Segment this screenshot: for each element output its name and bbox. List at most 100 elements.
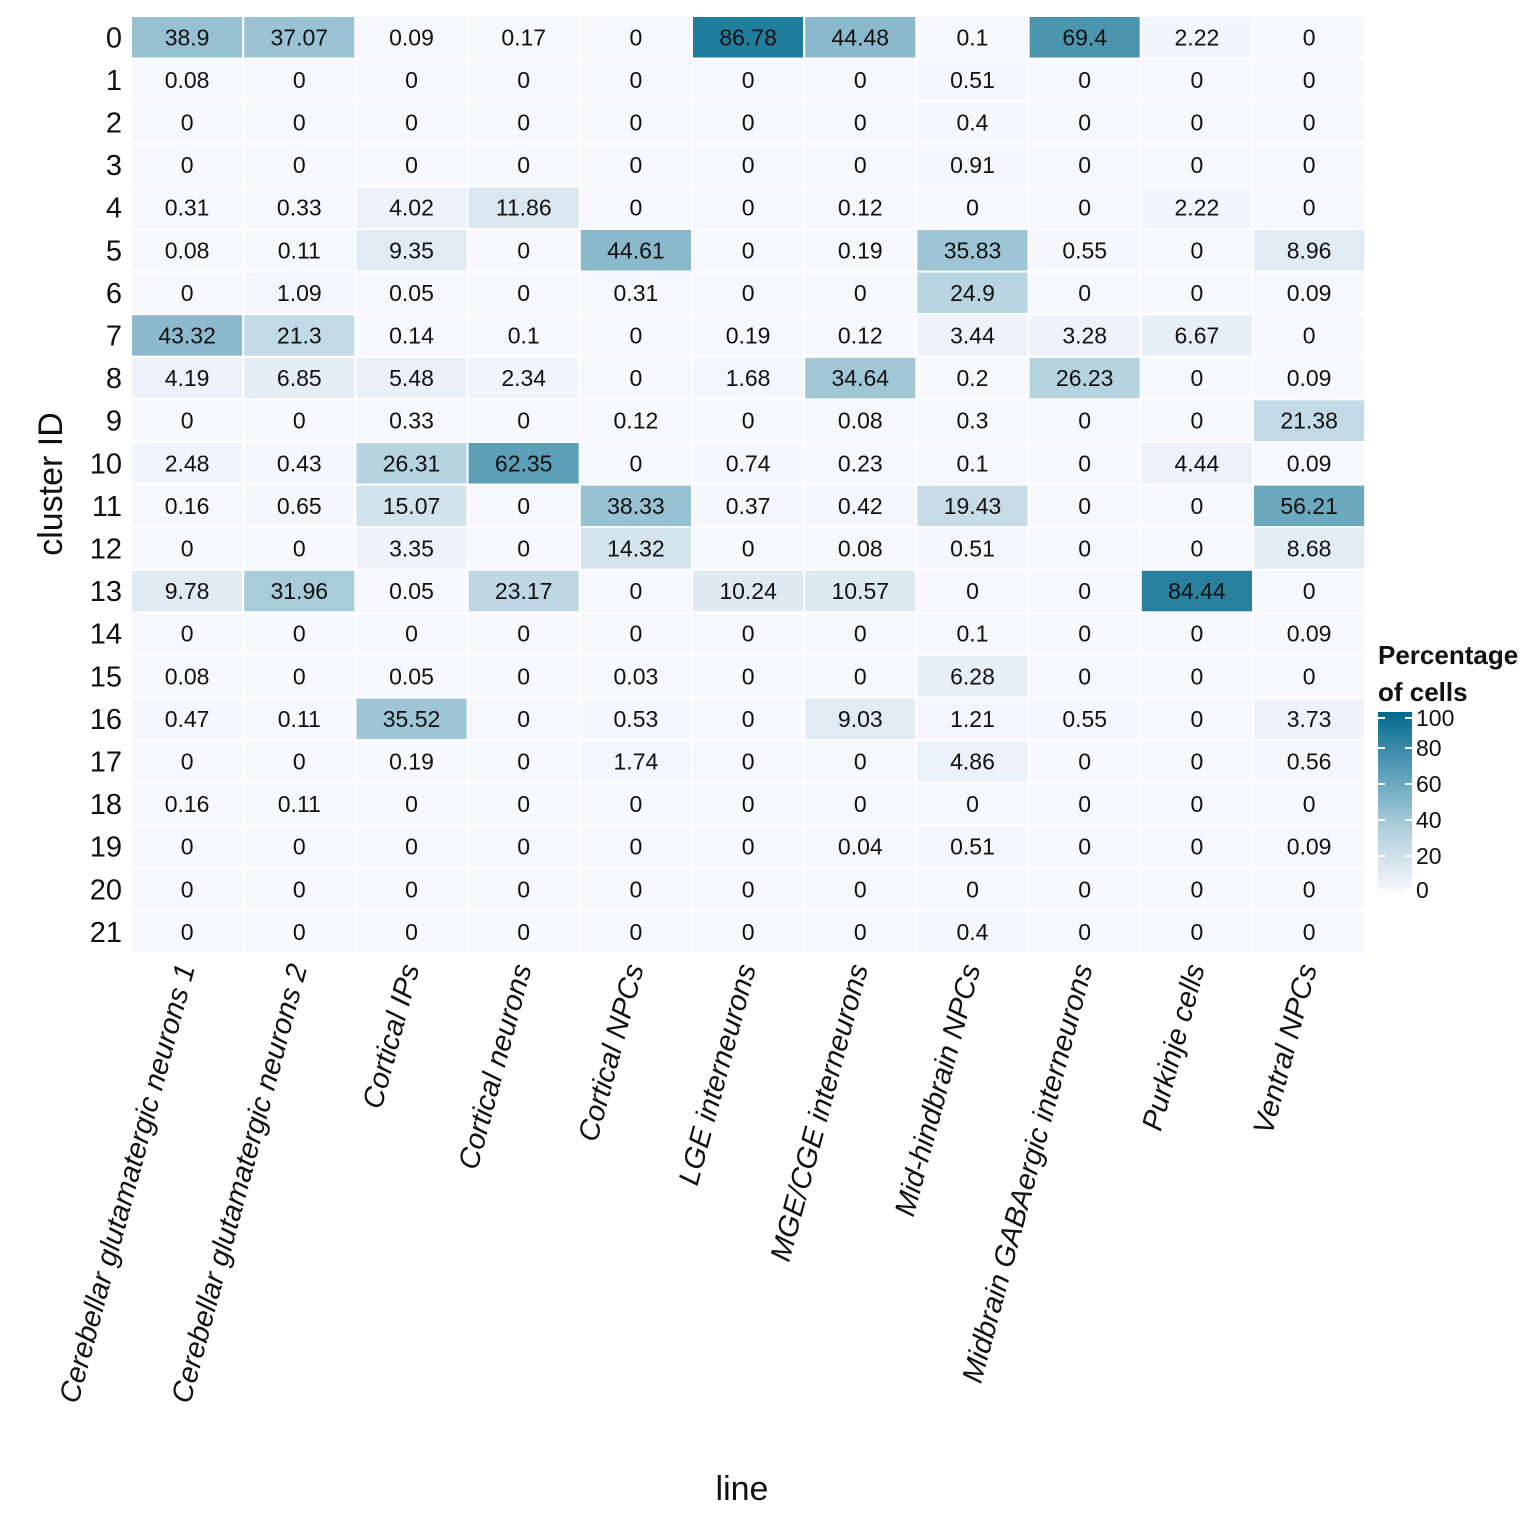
cell-value-label: 0 bbox=[1078, 195, 1091, 221]
heatmap-cell bbox=[242, 483, 357, 529]
cell-value-label: 0 bbox=[742, 749, 755, 775]
cell-value-label: 0.11 bbox=[278, 706, 321, 732]
cell-value-label: 0 bbox=[405, 919, 418, 945]
cell-value-label: 0 bbox=[1303, 323, 1316, 349]
heatmap-cell bbox=[242, 441, 357, 486]
heatmap-cell bbox=[691, 909, 806, 955]
cell-value-label: 0.31 bbox=[614, 280, 659, 306]
cell-value-label: 0.55 bbox=[1062, 237, 1107, 263]
cell-value-label: 0 bbox=[1191, 919, 1204, 945]
heatmap-cell bbox=[130, 100, 245, 145]
y-tick-label: 1 bbox=[106, 65, 122, 97]
heatmap-cell bbox=[242, 824, 357, 870]
cell-value-label: 0 bbox=[181, 110, 194, 136]
cell-value-label: 0 bbox=[1303, 876, 1316, 902]
cell-value-label: 0.1 bbox=[957, 24, 989, 50]
heatmap-cell bbox=[1252, 355, 1367, 401]
cell-value-label: 0 bbox=[517, 110, 530, 136]
y-tick-label: 5 bbox=[106, 235, 122, 267]
cell-value-label: 0.19 bbox=[838, 237, 883, 263]
cell-value-label: 0 bbox=[742, 621, 755, 647]
cell-value-label: 0.4 bbox=[957, 110, 989, 136]
cell-value-label: 0.14 bbox=[389, 323, 434, 349]
cell-value-label: 0 bbox=[1191, 663, 1204, 689]
cell-value-label: 0 bbox=[1191, 791, 1204, 817]
cell-value-label: 0 bbox=[1078, 876, 1091, 902]
heatmap-cell bbox=[1139, 15, 1255, 60]
cell-value-label: 0.09 bbox=[1287, 365, 1332, 391]
cell-value-label: 44.48 bbox=[832, 24, 890, 50]
cell-value-label: 0 bbox=[1303, 663, 1316, 689]
heatmap-cell bbox=[130, 185, 245, 230]
cell-value-label: 62.35 bbox=[495, 450, 553, 476]
cell-value-label: 0 bbox=[517, 749, 530, 775]
cell-value-label: 31.96 bbox=[271, 578, 329, 604]
y-tick-label: 20 bbox=[90, 874, 122, 906]
heatmap-cell bbox=[130, 739, 245, 784]
cell-value-label: 84.44 bbox=[1168, 578, 1226, 604]
cell-value-label: 0 bbox=[405, 876, 418, 902]
cell-value-label: 0 bbox=[1303, 791, 1316, 817]
cell-value-label: 0 bbox=[293, 67, 306, 93]
heatmap-cell bbox=[915, 313, 1030, 358]
cell-value-label: 0 bbox=[517, 919, 530, 945]
heatmap-cell bbox=[915, 654, 1030, 699]
heatmap-cell bbox=[691, 398, 806, 443]
cell-value-label: 0 bbox=[854, 152, 867, 178]
heatmap-cell bbox=[1139, 824, 1255, 870]
cell-value-label: 0 bbox=[630, 621, 643, 647]
cell-value-label: 9.35 bbox=[389, 237, 434, 263]
cell-value-label: 0 bbox=[181, 834, 194, 860]
cell-value-label: 0 bbox=[1078, 450, 1091, 476]
cell-value-label: 0.09 bbox=[389, 24, 434, 50]
heatmap-cell bbox=[1252, 57, 1367, 103]
cell-value-label: 0.09 bbox=[1287, 280, 1332, 306]
cell-value-label: 0 bbox=[293, 152, 306, 178]
cell-value-label: 0.08 bbox=[165, 67, 210, 93]
y-tick-label: 3 bbox=[106, 150, 122, 182]
heatmap-cell bbox=[578, 185, 693, 230]
cell-value-label: 0 bbox=[1078, 578, 1091, 604]
cell-value-label: 0 bbox=[1191, 621, 1204, 647]
cell-value-label: 10.24 bbox=[719, 578, 777, 604]
x-tick-label: MGE/CGE interneurons bbox=[765, 961, 875, 1265]
cell-value-label: 0 bbox=[1078, 408, 1091, 434]
cell-value-label: 0 bbox=[1191, 365, 1204, 391]
y-tick-label: 2 bbox=[106, 108, 122, 140]
cell-value-label: 0.05 bbox=[389, 578, 434, 604]
heatmap-cell bbox=[354, 185, 469, 230]
cell-value-label: 0 bbox=[742, 280, 755, 306]
cell-value-label: 0 bbox=[1078, 67, 1091, 93]
cell-value-label: 0 bbox=[854, 280, 867, 306]
cell-value-label: 3.73 bbox=[1287, 706, 1332, 732]
cell-value-label: 0 bbox=[630, 834, 643, 860]
heatmap-cell bbox=[130, 611, 245, 657]
heatmap-cell bbox=[578, 57, 693, 103]
cell-value-label: 0 bbox=[517, 834, 530, 860]
x-axis-ticks: Cerebellar glutamatergic neurons 1Cerebe… bbox=[54, 961, 1324, 1407]
heatmap-cell bbox=[1139, 355, 1255, 401]
heatmap-cell bbox=[1027, 355, 1142, 401]
cell-value-label: 0 bbox=[405, 791, 418, 817]
cell-value-label: 24.9 bbox=[950, 280, 995, 306]
heatmap-cell bbox=[1252, 526, 1367, 571]
cell-value-label: 0 bbox=[517, 791, 530, 817]
heatmap-cell bbox=[578, 100, 693, 145]
cell-value-label: 0.1 bbox=[957, 621, 989, 647]
color-legend: Percentage of cells 100 80 60 40 20 0 bbox=[1378, 640, 1518, 903]
cell-value-label: 0 bbox=[742, 536, 755, 562]
cell-value-label: 0 bbox=[293, 536, 306, 562]
legend-tick-label: 60 bbox=[1416, 771, 1442, 797]
cell-value-label: 0 bbox=[1303, 110, 1316, 136]
cell-value-label: 0.05 bbox=[389, 280, 434, 306]
cell-value-label: 0.53 bbox=[614, 706, 659, 732]
heatmap-cell bbox=[915, 781, 1030, 827]
cell-value-label: 3.44 bbox=[950, 323, 995, 349]
heatmap-cell bbox=[578, 568, 693, 614]
heatmap-cell bbox=[803, 739, 918, 784]
cell-value-label: 0.1 bbox=[508, 323, 540, 349]
cell-value-label: 0 bbox=[854, 791, 867, 817]
cell-value-label: 0 bbox=[293, 621, 306, 647]
heatmap-cell bbox=[466, 568, 581, 614]
heatmap-cell bbox=[1139, 781, 1255, 827]
